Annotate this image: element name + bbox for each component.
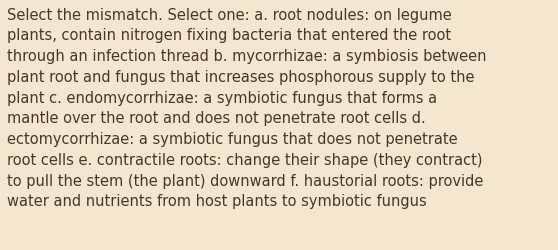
Text: Select the mismatch. Select one: a. root nodules: on legume
plants, contain nitr: Select the mismatch. Select one: a. root… [7,8,487,208]
